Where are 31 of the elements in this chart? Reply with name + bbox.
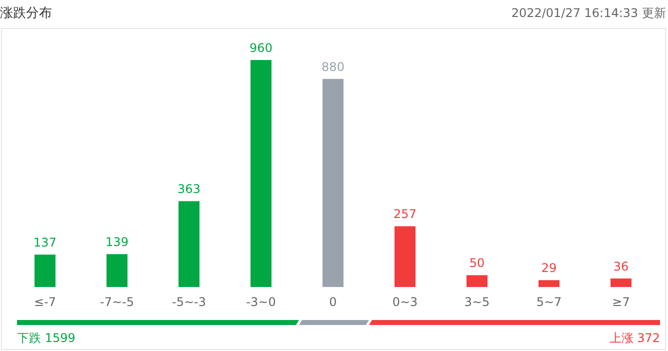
data-label: 36 [613, 259, 629, 274]
chart-subtitle: 2022/01/27 16:14:33 更新 [511, 6, 666, 20]
x-tick-label: 5~7 [536, 295, 562, 309]
data-label: 257 [394, 207, 416, 222]
bar [106, 254, 128, 287]
x-tick-label: ≥7 [612, 295, 630, 309]
text: 下跌 1599 [17, 331, 76, 345]
data-label: 137 [34, 236, 56, 250]
data-label: 50 [469, 256, 485, 270]
x-tick-label: -5~-3 [172, 295, 206, 309]
x-tick-label: 3~5 [464, 295, 490, 309]
text: 上涨 372 [609, 331, 660, 345]
chart-title: 涨跌分布 [0, 6, 52, 21]
bar [394, 226, 416, 287]
x-tick-label: ≤-7 [34, 295, 56, 309]
bar [322, 78, 344, 287]
bar [34, 254, 56, 287]
bar [538, 280, 560, 287]
x-tick-label: 0~3 [392, 295, 418, 309]
bar [178, 201, 200, 287]
data-label: 139 [106, 235, 128, 250]
x-tick-label: -3~0 [246, 295, 276, 309]
data-label: 880 [322, 60, 344, 74]
data-label: 960 [250, 41, 272, 55]
bar [466, 275, 488, 287]
x-tick-label: -7~-5 [100, 295, 134, 309]
data-label: 29 [541, 261, 557, 276]
data-label: 363 [178, 182, 200, 196]
bar [250, 60, 272, 287]
bar [610, 278, 632, 287]
x-tick-label: 0 [329, 295, 337, 309]
